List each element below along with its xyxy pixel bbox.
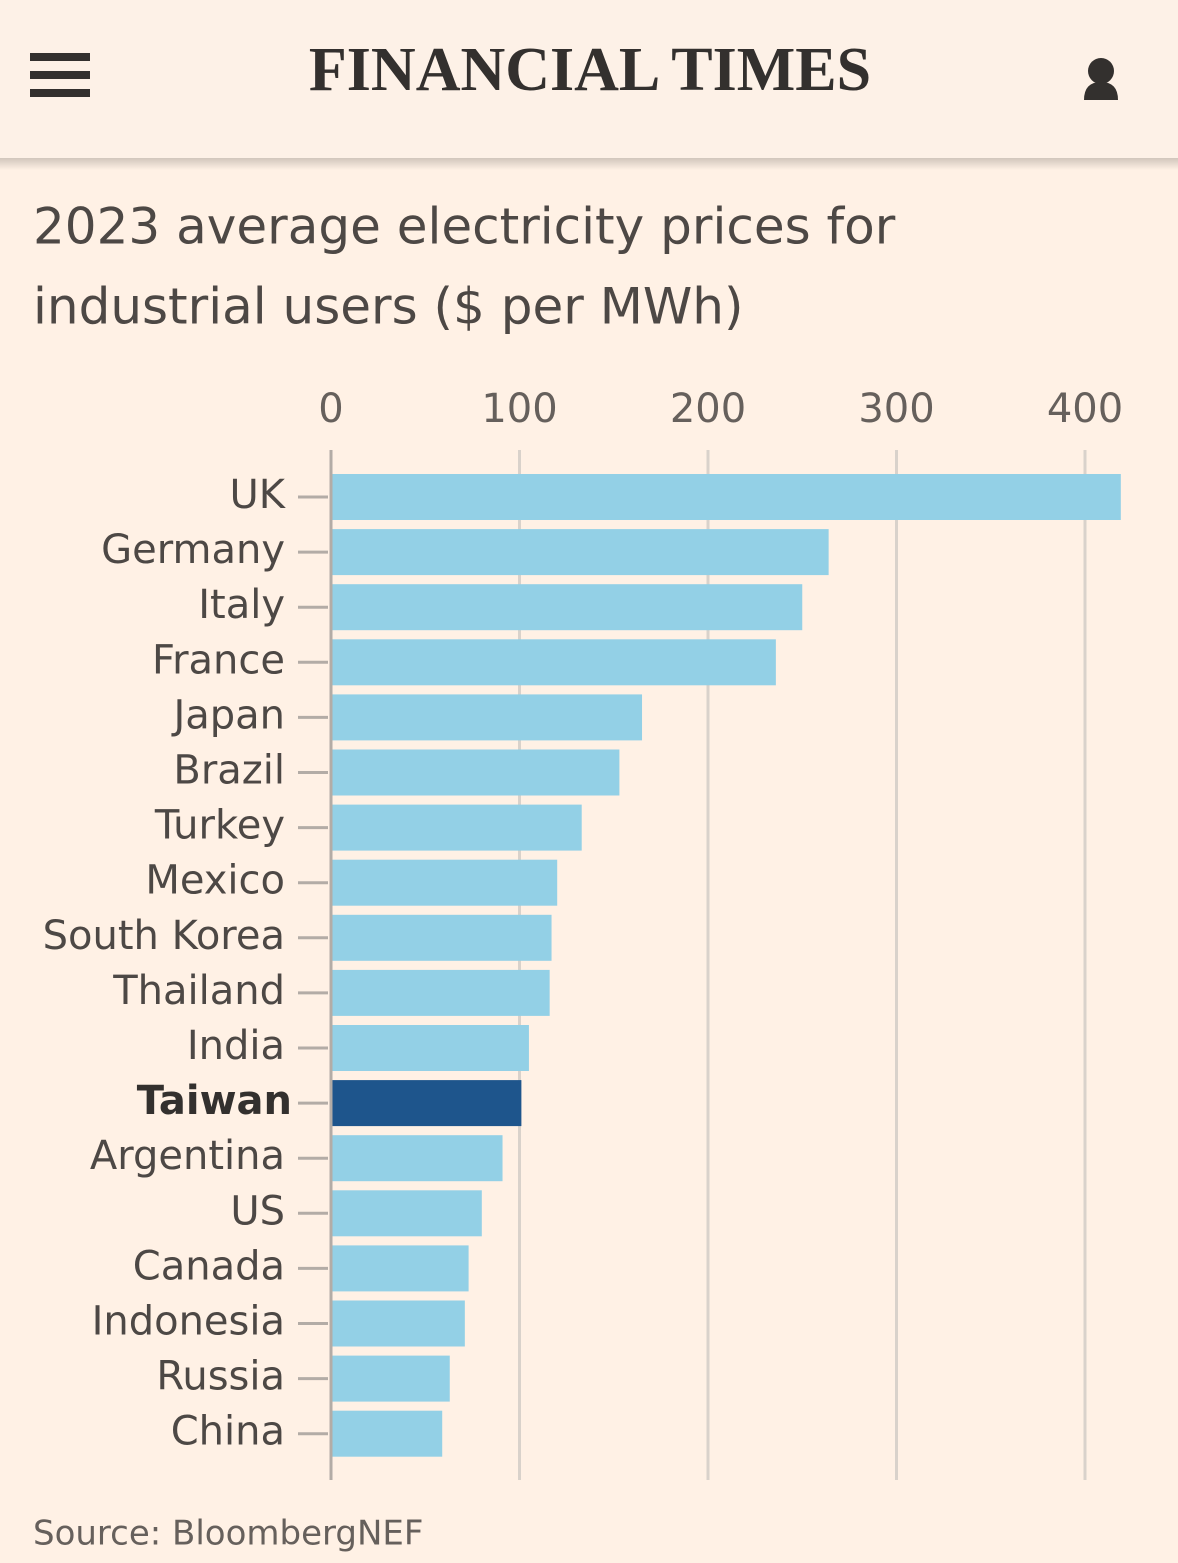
x-tick-label: 200 (670, 386, 746, 432)
x-tick-label: 0 (318, 386, 343, 432)
site-title[interactable]: FINANCIAL TIMES (309, 36, 871, 104)
y-tick-label: South Korea (43, 913, 285, 959)
bar (331, 584, 803, 631)
y-tick-label: Italy (198, 582, 285, 628)
chart-title: 2023 average electricity prices for (33, 198, 896, 256)
bar (331, 859, 558, 906)
header-shadow (0, 158, 1178, 170)
bar (331, 1025, 529, 1071)
y-tick-label: Brazil (173, 748, 285, 794)
y-tick-label: France (152, 637, 285, 683)
bar (331, 529, 829, 576)
bar (331, 1355, 450, 1402)
y-tick-label: India (187, 1023, 285, 1069)
menu-icon[interactable] (30, 53, 90, 97)
y-tick-label: Taiwan (137, 1078, 292, 1124)
bar (331, 969, 550, 1016)
y-tick-label: China (171, 1409, 285, 1455)
bar (331, 1300, 465, 1347)
bar (331, 749, 620, 796)
y-tick-label: US (230, 1188, 285, 1234)
plot: 0 100 200 300 400 UK Germany Italy France Japan Br… (43, 386, 1123, 1480)
y-tick-label: Thailand (112, 968, 285, 1014)
source: Source: BloombergNEF (33, 1514, 423, 1554)
user-icon[interactable] (1084, 58, 1118, 100)
bar (331, 639, 776, 686)
y-tick-label: Russia (156, 1354, 285, 1400)
bar (331, 1245, 469, 1292)
bar (331, 1080, 522, 1127)
y-tick-label: Canada (133, 1243, 285, 1289)
x-tick-label: 100 (481, 386, 557, 432)
bar (331, 1190, 482, 1237)
y-tick-label: Germany (101, 527, 285, 573)
x-tick-label: 300 (858, 386, 934, 432)
y-tick-label: Argentina (90, 1133, 285, 1179)
bar (331, 914, 552, 961)
chart-subtitle: industrial users ($ per MWh) (33, 278, 743, 336)
y-tick-label: Japan (170, 692, 285, 738)
y-tick-label: Indonesia (92, 1299, 285, 1345)
bar (331, 1410, 443, 1457)
y-tick-label: Mexico (145, 858, 285, 904)
y-tick-label: Turkey (154, 803, 285, 849)
x-tick-label: 400 (1047, 386, 1123, 432)
bar (331, 1135, 503, 1182)
bar (331, 694, 643, 741)
bar (331, 474, 1121, 520)
bar (331, 804, 582, 851)
header-bar (0, 0, 1178, 158)
y-tick-label: UK (229, 472, 286, 518)
